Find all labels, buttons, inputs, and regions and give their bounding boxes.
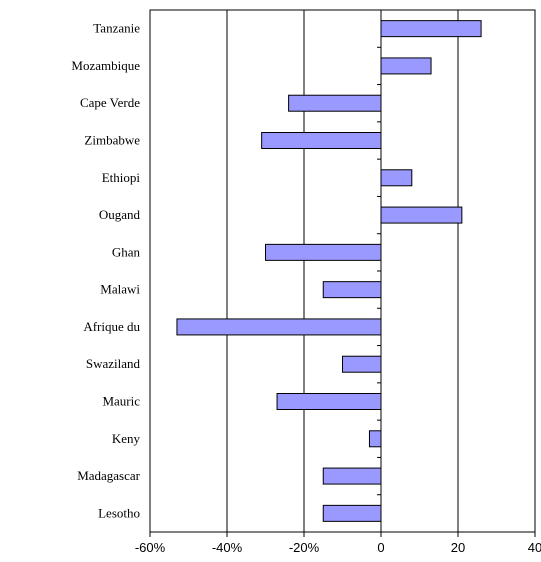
bar-malawi [322, 281, 382, 299]
category-label: Ghan [112, 244, 141, 259]
x-tick-label: -60% [135, 540, 166, 555]
category-label: Ethiopi [102, 170, 141, 185]
bar-madagascar [322, 467, 382, 485]
x-tick-label: 0 [377, 540, 384, 555]
category-label: Afrique du [83, 319, 140, 334]
axes [149, 9, 536, 537]
category-label: Keny [112, 431, 141, 446]
category-label: Swaziland [86, 356, 141, 371]
x-tick-label: -40% [212, 540, 243, 555]
bar-keny [368, 430, 382, 448]
category-label: Mauric [102, 394, 140, 409]
x-tick-label: 40 [528, 540, 541, 555]
category-label: Malawi [100, 282, 140, 297]
bar-cape-verde [288, 94, 382, 112]
bars [176, 20, 482, 522]
x-tick-label: -20% [289, 540, 320, 555]
bar-ghan [265, 243, 382, 261]
category-label: Cape Verde [80, 95, 140, 110]
bar-mauric [276, 393, 382, 410]
bar-lesotho [322, 504, 382, 522]
bar-mozambique [380, 57, 432, 75]
bar-afrique-du [176, 318, 382, 336]
category-label: Tanzanie [93, 21, 140, 36]
plot-area [149, 9, 536, 533]
bar-zimbabwe [261, 132, 382, 149]
category-label: Lesotho [98, 505, 140, 520]
category-label: Zimbabwe [84, 133, 140, 148]
bar-swaziland [342, 355, 382, 373]
bar-ougand [380, 206, 463, 224]
category-label: Madagascar [77, 468, 140, 483]
x-tick-label: 20 [451, 540, 465, 555]
category-label: Mozambique [71, 58, 140, 73]
bar-tanzanie [380, 20, 482, 38]
labels: -60% -40% -20% 0 20 40 Tanzanie Mozambique Cape … [71, 21, 541, 555]
bar-ethiopi [380, 169, 413, 187]
category-label: Ougand [99, 207, 141, 222]
